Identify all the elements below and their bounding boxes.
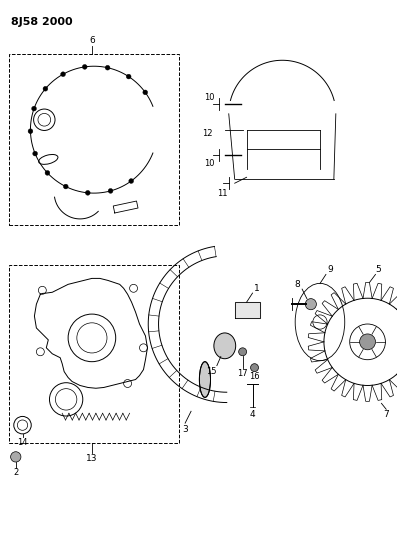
- Text: 11: 11: [218, 189, 228, 198]
- Text: 1: 1: [254, 284, 259, 293]
- Polygon shape: [235, 302, 260, 318]
- Text: 8: 8: [295, 280, 300, 289]
- Text: 17: 17: [237, 369, 248, 378]
- Text: 9: 9: [327, 265, 333, 274]
- Ellipse shape: [214, 333, 236, 359]
- Circle shape: [239, 348, 247, 356]
- Circle shape: [60, 72, 65, 77]
- Ellipse shape: [199, 362, 211, 398]
- Text: 14: 14: [17, 439, 28, 448]
- Text: 10: 10: [204, 93, 214, 102]
- Circle shape: [360, 334, 375, 350]
- Circle shape: [43, 86, 48, 91]
- Circle shape: [105, 66, 110, 70]
- Circle shape: [86, 190, 90, 195]
- Circle shape: [45, 171, 50, 175]
- Text: 5: 5: [375, 265, 381, 274]
- Circle shape: [32, 106, 37, 111]
- Text: 10: 10: [204, 159, 214, 168]
- Text: 2: 2: [13, 468, 18, 477]
- Circle shape: [33, 151, 37, 156]
- Circle shape: [63, 184, 68, 189]
- Text: 4: 4: [250, 410, 256, 419]
- Text: 12: 12: [202, 129, 212, 138]
- Text: 16: 16: [249, 372, 260, 381]
- Text: 6: 6: [89, 36, 95, 45]
- Circle shape: [251, 364, 258, 372]
- Text: 8J58 2000: 8J58 2000: [11, 17, 72, 27]
- Circle shape: [108, 189, 113, 193]
- Circle shape: [11, 451, 21, 462]
- Circle shape: [82, 64, 87, 69]
- Text: 7: 7: [383, 410, 389, 419]
- Bar: [9, 264, 179, 443]
- Circle shape: [143, 90, 148, 95]
- Bar: [9, 54, 179, 225]
- Text: 15: 15: [206, 367, 216, 376]
- Text: 3: 3: [182, 425, 188, 434]
- Text: 13: 13: [86, 454, 98, 463]
- Circle shape: [305, 298, 316, 310]
- Circle shape: [129, 179, 134, 183]
- Circle shape: [126, 74, 131, 79]
- Circle shape: [28, 129, 33, 134]
